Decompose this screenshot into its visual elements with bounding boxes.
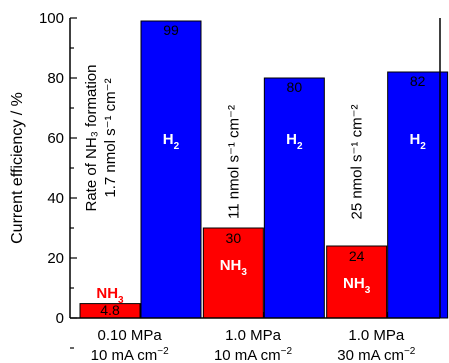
y-tick-label: 0: [56, 310, 64, 327]
rate-annotation: Rate of NH₃ formation 1.7 nmol s⁻¹ cm⁻²: [83, 65, 119, 212]
bar-value-label: 24: [349, 248, 365, 264]
nh3-series-label: NH3: [343, 275, 371, 296]
x-category-label-line2: 10 mA cm−2: [91, 346, 170, 363]
category-unit-superscript: −2: [404, 346, 416, 357]
nh3-series-label: NH3: [220, 257, 248, 278]
x-category-label-line1: 1.0 MPa: [348, 327, 405, 344]
bar-value-label: 99: [163, 22, 179, 38]
category-unit-text: 30 mA cm: [337, 347, 404, 363]
rate-annotation-line: 1.7 nmol s⁻¹ cm⁻²: [102, 78, 119, 197]
bars-layer: [79, 20, 449, 319]
bar-value-label: 30: [226, 230, 242, 246]
rate-annotation-line: Rate of NH₃ formation: [83, 65, 100, 212]
rate-annotation: 25 nmol s⁻¹ cm⁻²: [349, 104, 366, 219]
y-tick-label: 40: [47, 190, 64, 207]
y-axis-title: Current efficiency / %: [9, 92, 26, 244]
category-unit-superscript: −2: [281, 346, 293, 357]
rate-annotation-line: 25 nmol s⁻¹ cm⁻²: [349, 104, 366, 219]
bar-value-label: 82: [410, 73, 426, 89]
series-name-subscript: 3: [118, 295, 124, 306]
h2-series-label: H2: [409, 131, 426, 152]
rate-annotation: 11 nmol s⁻¹ cm⁻²: [225, 105, 242, 219]
category-unit-superscript: −2: [157, 346, 169, 357]
bar-value-label: 4.8: [100, 302, 120, 318]
y-tick-label: 100: [39, 10, 64, 27]
x-category-label-line2: 10 mA cm−2: [214, 346, 293, 363]
series-name-base: NH: [220, 257, 242, 274]
h2-series-label: H2: [286, 131, 303, 152]
series-name-base: NH: [96, 285, 118, 302]
rate-annotation-line: 11 nmol s⁻¹ cm⁻²: [225, 105, 242, 219]
y-tick-label: 20: [47, 250, 64, 267]
nh3-bar: [202, 227, 264, 319]
series-name-subscript: 2: [420, 141, 426, 152]
x-category-label-line1: 1.0 MPa: [225, 327, 282, 344]
series-name-base: NH: [343, 275, 365, 292]
y-tick-label: 60: [47, 130, 64, 147]
series-name-subscript: 2: [174, 141, 180, 152]
h2-bar: [263, 77, 325, 319]
series-name-subscript: 3: [365, 285, 371, 296]
nh3-series-label: NH3: [96, 285, 124, 306]
series-name-subscript: 2: [297, 141, 303, 152]
category-unit-text: 10 mA cm: [91, 347, 158, 363]
h2-bar: [387, 71, 449, 319]
category-unit-text: 10 mA cm: [214, 347, 281, 363]
series-name-subscript: 3: [241, 267, 247, 278]
series-name-base: H: [286, 131, 297, 148]
nh3-bar: [326, 245, 388, 319]
x-category-label-line1: 0.10 MPa: [98, 327, 163, 344]
bar-value-label: 80: [287, 79, 303, 95]
series-name-base: H: [409, 131, 420, 148]
series-name-base: H: [163, 131, 174, 148]
h2-series-label: H2: [163, 131, 180, 152]
h2-bar: [140, 20, 202, 319]
x-category-label-line2: 30 mA cm−2: [337, 346, 416, 363]
y-tick-label: 80: [47, 70, 64, 87]
